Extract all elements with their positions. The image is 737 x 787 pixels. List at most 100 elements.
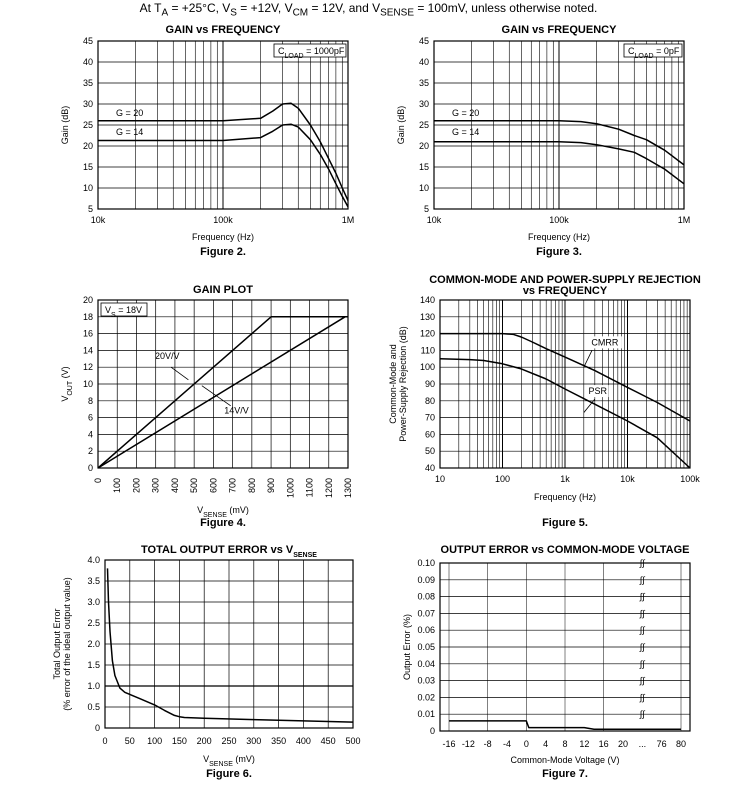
y-axis-label: Common-Mode and (388, 344, 398, 424)
y-tick-label: 2.0 (87, 639, 100, 649)
series-label: G = 20 (116, 108, 143, 118)
figure-caption: Figure 4. (200, 517, 246, 529)
y-tick-label: 0.01 (417, 709, 435, 719)
y-tick-label: 0 (430, 726, 435, 736)
x-tick-label: 1000 (285, 478, 295, 498)
figure-caption: Figure 3. (536, 246, 582, 258)
x-tick-label: 200 (197, 736, 212, 746)
series-line (434, 120, 685, 166)
chart-title: COMMON-MODE AND POWER-SUPPLY REJECTION (429, 274, 701, 286)
y-tick-label: 0 (88, 463, 93, 473)
series-line (439, 358, 691, 469)
figure-caption: Figure 2. (200, 246, 246, 258)
label-bg (586, 385, 609, 398)
x-tick-label: 10 (435, 474, 445, 484)
y-tick-label: 8 (88, 396, 93, 406)
y-tick-label: 0.02 (417, 692, 435, 702)
y-tick-label: 50 (425, 446, 435, 456)
series-line (97, 316, 348, 469)
x-tick-label: 300 (246, 736, 261, 746)
chart-fig3 (433, 40, 685, 210)
x-tick-label: ... (639, 739, 647, 749)
y-tick-label: 0 (95, 723, 100, 733)
y-tick-label: 110 (421, 345, 435, 355)
x-tick-label: 100k (680, 474, 700, 484)
figure-caption: Figure 5. (542, 517, 588, 529)
y-tick-label: 0.04 (417, 659, 435, 669)
y-tick-label: 18 (83, 312, 93, 322)
x-axis-label: VSENSE (mV) (203, 754, 255, 768)
x-tick-label: 10k (427, 215, 442, 225)
x-tick-label: 12 (579, 739, 589, 749)
x-tick-label: 8 (562, 739, 567, 749)
note-box (623, 43, 683, 58)
chart-title: GAIN vs FREQUENCY (502, 24, 618, 36)
x-axis-label: VSENSE (mV) (197, 505, 249, 519)
chart-title: TOTAL OUTPUT ERROR vs VSENSE (141, 544, 317, 559)
x-tick-label: 1300 (343, 478, 353, 498)
y-tick-label: 40 (419, 57, 429, 67)
y-tick-label: 45 (83, 36, 93, 46)
y-tick-label: 0.5 (87, 702, 100, 712)
y-tick-label: 25 (419, 120, 429, 130)
y-tick-label: 5 (88, 204, 93, 214)
y-tick-label: 16 (83, 329, 93, 339)
y-tick-label: 10 (83, 183, 93, 193)
y-tick-label: 0.05 (417, 642, 435, 652)
x-tick-label: 500 (189, 478, 199, 493)
y-axis-label: Output Error (%) (402, 614, 412, 680)
x-tick-label: 80 (676, 739, 686, 749)
axis-break-mark: ∫∫ (639, 692, 646, 702)
y-tick-label: 45 (419, 36, 429, 46)
x-tick-label: 50 (125, 736, 135, 746)
y-tick-label: 0.07 (417, 608, 435, 618)
x-tick-label: 400 (170, 478, 180, 493)
y-tick-label: 4.0 (87, 555, 100, 565)
y-tick-label: 120 (420, 329, 435, 339)
chart-title: OUTPUT ERROR vs COMMON-MODE VOLTAGE (441, 544, 690, 556)
y-tick-label: 20 (83, 141, 93, 151)
y-tick-label: 25 (83, 120, 93, 130)
series-label: 20V/V (155, 351, 180, 361)
series-line (98, 102, 349, 201)
y-tick-label: 100 (420, 362, 435, 372)
x-tick-label: 100 (147, 736, 162, 746)
series-label: 14V/V (224, 405, 249, 415)
y-tick-label: 10 (83, 379, 93, 389)
axis-break-mark: ∫∫ (639, 575, 646, 585)
chart-title: vs FREQUENCY (523, 285, 608, 297)
figure-caption: Figure 7. (542, 768, 588, 780)
y-tick-label: 30 (83, 99, 93, 109)
y-tick-label: 0.03 (417, 676, 435, 686)
x-tick-label: 16 (599, 739, 609, 749)
x-tick-label: 250 (221, 736, 236, 746)
y-tick-label: 6 (88, 413, 93, 423)
axis-break-mark: ∫∫ (639, 608, 646, 618)
chart-fig7 (439, 562, 691, 732)
x-tick-label: 10k (620, 474, 635, 484)
y-axis-label: (% error of the ideal output value) (62, 577, 72, 711)
note-label: CLOAD = 1000pF (278, 46, 345, 60)
x-tick-label: 700 (228, 478, 238, 493)
x-tick-label: 10k (91, 215, 106, 225)
series-label: G = 14 (116, 127, 143, 137)
x-tick-label: 0 (93, 478, 103, 483)
series-line (98, 123, 349, 208)
axis-break-mark: ∫∫ (639, 592, 646, 602)
x-tick-label: 1100 (305, 478, 315, 497)
x-tick-label: 150 (172, 736, 187, 746)
y-tick-label: 130 (420, 312, 435, 322)
x-tick-label: 1M (342, 215, 355, 225)
y-tick-label: 80 (425, 396, 435, 406)
y-tick-label: 12 (83, 362, 93, 372)
axis-break-mark: ∫∫ (639, 642, 646, 652)
axis-break-mark: ∫∫ (639, 625, 646, 635)
axis-break-mark: ∫∫ (639, 659, 646, 669)
y-tick-label: 1.5 (87, 660, 100, 670)
y-tick-label: 2 (88, 446, 93, 456)
y-tick-label: 30 (419, 99, 429, 109)
y-axis-label: Gain (dB) (396, 106, 406, 145)
y-tick-label: 60 (425, 429, 435, 439)
conditions-header: At TA = +25°C, VS = +12V, VCM = 12V, and… (139, 1, 598, 19)
